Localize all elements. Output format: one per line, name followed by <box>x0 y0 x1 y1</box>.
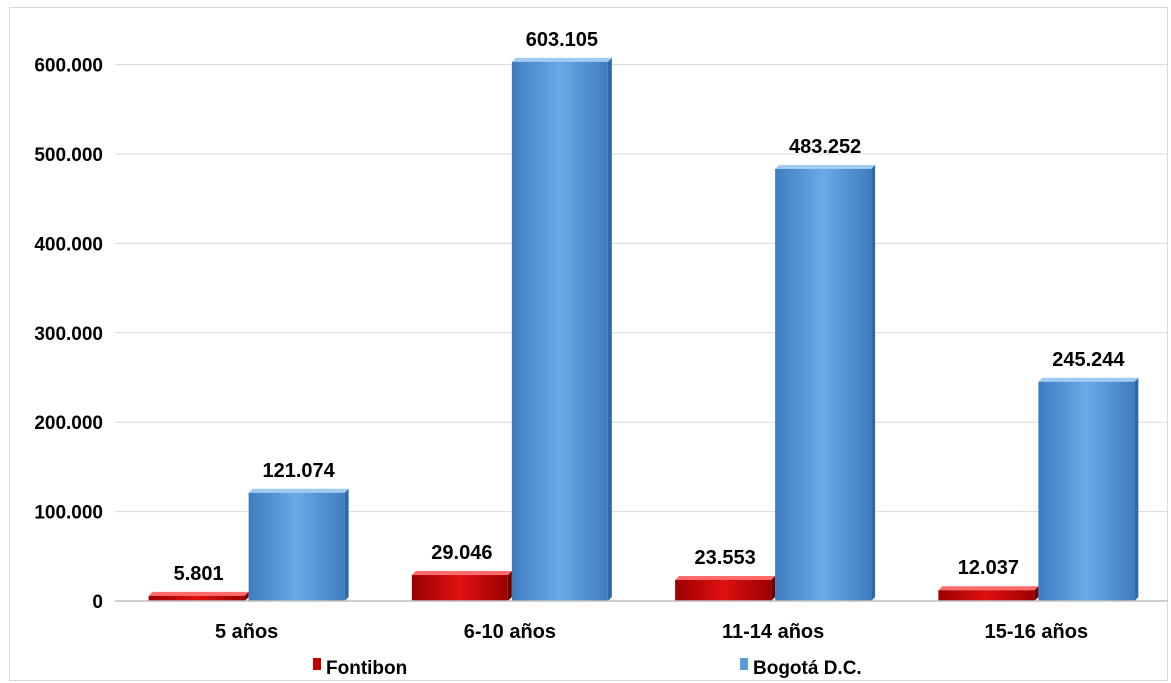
bar-top <box>411 571 512 576</box>
y-tick-label: 200.000 <box>34 413 103 434</box>
bar-fontibon <box>938 590 1035 601</box>
y-tick-label: 500.000 <box>34 145 103 166</box>
x-tick-label: 6-10 años <box>464 621 556 643</box>
bars: 5.801 121.074 29.046 603.105 23.553 483.252 12… <box>148 29 1139 601</box>
bar-side <box>607 57 612 601</box>
bar-side <box>244 591 249 601</box>
gridlines <box>115 64 1168 513</box>
chart-frame <box>9 7 1168 681</box>
y-tick-label: 400.000 <box>34 234 103 255</box>
legend: Fontibon Bogotá D.C. <box>313 658 862 679</box>
data-label: 23.553 <box>695 547 756 569</box>
bar-top <box>148 591 249 596</box>
bar-top <box>1038 377 1139 382</box>
legend-label: Bogotá D.C. <box>753 658 862 679</box>
x-axis: 5 años 6-10 años 11-14 años 15-16 años <box>115 600 1168 643</box>
bar-side <box>1034 586 1039 601</box>
legend-swatch <box>313 658 321 670</box>
bar-top <box>938 586 1039 591</box>
bar-bogota <box>775 168 872 601</box>
y-tick-label: 300.000 <box>34 324 103 345</box>
data-label: 12.037 <box>958 557 1019 579</box>
bar-top <box>775 164 876 169</box>
y-tick-label: 100.000 <box>34 503 103 524</box>
data-label: 603.105 <box>526 29 598 51</box>
bar-fontibon <box>411 575 508 601</box>
bar-bogota <box>511 61 608 601</box>
bar-top <box>675 575 776 580</box>
data-label: 121.074 <box>262 460 335 482</box>
bar-side <box>1134 377 1139 601</box>
y-tick-label: 0 <box>92 592 103 613</box>
bar-fontibon <box>148 595 245 601</box>
x-tick-label: 11-14 años <box>722 621 824 643</box>
bar-side <box>344 488 349 601</box>
data-label: 245.244 <box>1052 349 1125 371</box>
legend-swatch <box>740 658 748 670</box>
y-tick-label: 600.000 <box>34 56 103 77</box>
bar-bogota <box>248 492 345 601</box>
bar-bogota <box>1038 381 1135 601</box>
bar-top <box>248 488 349 493</box>
bar-side <box>771 575 776 601</box>
bar-fontibon <box>675 579 772 601</box>
data-label: 5.801 <box>174 563 224 585</box>
x-tick-label: 5 años <box>215 621 278 643</box>
data-label: 29.046 <box>431 542 492 564</box>
bar-side <box>871 164 876 601</box>
bar-top <box>511 57 612 62</box>
data-label: 483.252 <box>789 136 861 158</box>
y-axis: 0 100.000 200.000 300.000 400.000 500.000 600.… <box>34 56 103 613</box>
legend-label: Fontibon <box>326 658 407 679</box>
x-tick-label: 15-16 años <box>985 621 1088 643</box>
bar-side <box>507 571 512 601</box>
